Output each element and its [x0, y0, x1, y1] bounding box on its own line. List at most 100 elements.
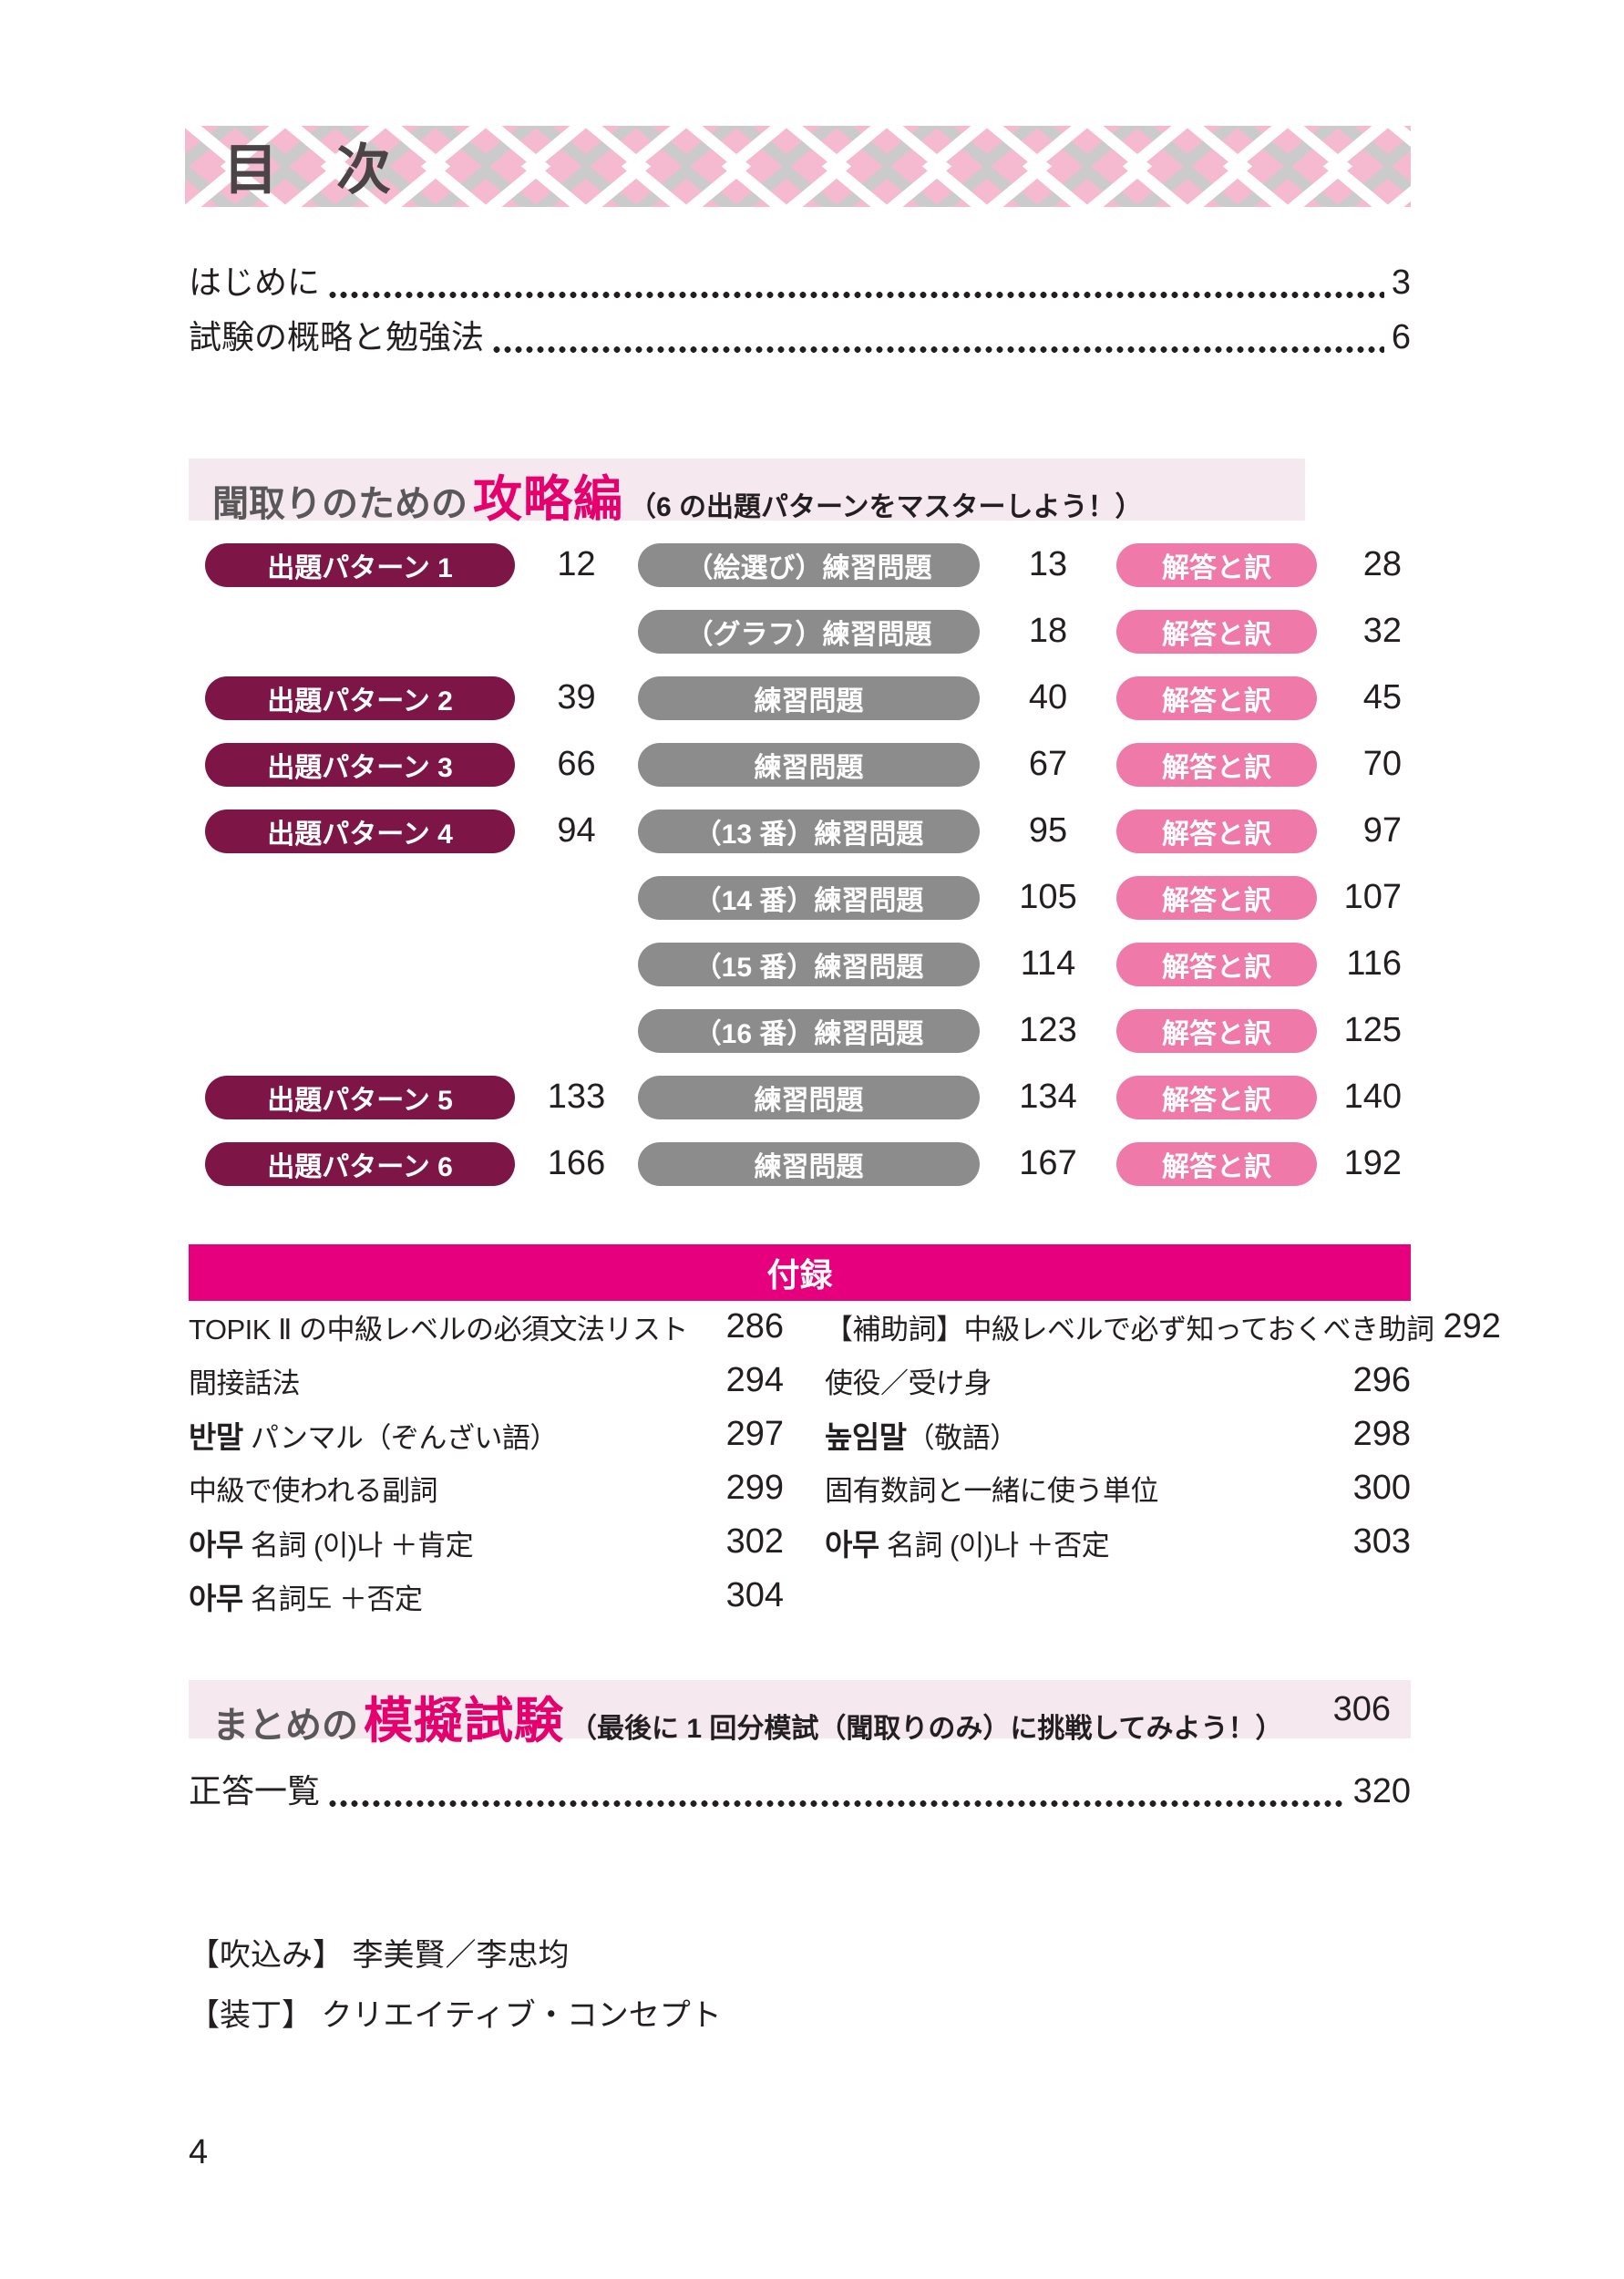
- section-header-listening: 聞取りのための 攻略編 （6 の出題パターンをマスターしよう！）: [189, 459, 1305, 527]
- pattern-row: （グラフ）練習問題 18 解答と訳 32: [189, 598, 1411, 665]
- pattern-page: 94: [557, 811, 596, 850]
- answer-page: 140: [1343, 1078, 1402, 1116]
- pattern-badge: 出題パターン 1: [205, 542, 515, 587]
- practice-page: 123: [1019, 1011, 1077, 1049]
- appendix-item-page: 296: [1352, 1361, 1411, 1399]
- appendix-item-label: 【補助詞】中級レベルで必ず知っておくべき助詞: [825, 1314, 1434, 1346]
- practice-badge: （グラフ）練習問題: [638, 609, 980, 654]
- section-title: 模擬試験: [364, 1694, 564, 1748]
- appendix-item-label: 間接話法: [189, 1367, 301, 1399]
- appendix-item: 아무 名詞도 ＋否定 304: [189, 1569, 784, 1623]
- section-prefix: 聞取りのための: [212, 484, 468, 524]
- pattern-badge: 出題パターン 2: [205, 675, 515, 720]
- practice-badge: 練習問題: [638, 1141, 980, 1186]
- practice-badge: 練習問題: [638, 742, 980, 787]
- appendix-item: 使役／受け身 296: [825, 1354, 1411, 1408]
- argyle-pattern: [185, 126, 1411, 207]
- pattern-row: 出題パターン 1 12 （絵選び）練習問題 13 解答と訳 28: [189, 531, 1411, 598]
- appendix-item-page: 299: [725, 1469, 784, 1507]
- answer-badge: 解答と訳: [1116, 542, 1317, 587]
- practice-page: 40: [1028, 678, 1068, 717]
- practice-page: 114: [1020, 944, 1076, 983]
- appendix-item: 間接話法 294: [189, 1354, 784, 1408]
- appendix-item-page: 294: [725, 1361, 784, 1399]
- appendix-item-label: 名詞 (이)나 ＋肯定: [242, 1529, 474, 1562]
- toc-entry-label: 試験の概略と勉強法: [189, 318, 485, 356]
- appendix-right-column: 【補助詞】中級レベルで必ず知っておくべき助詞 292 使役／受け身 296 높임…: [825, 1300, 1501, 1569]
- appendix-item: TOPIK Ⅱ の中級レベルの必須文法リスト 286: [189, 1300, 784, 1354]
- pattern-badge: 出題パターン 6: [205, 1141, 515, 1186]
- practice-page: 95: [1028, 811, 1068, 850]
- practice-page: 67: [1028, 745, 1068, 783]
- toc-bottom: 正答一覧 320: [189, 1765, 1411, 1820]
- appendix-item-korean: 높임말: [825, 1419, 907, 1454]
- appendix-item-page: 297: [725, 1415, 784, 1453]
- appendix-item: 中級で使われる副詞 299: [189, 1461, 784, 1515]
- page-title: 目 次: [223, 139, 393, 201]
- answer-badge: 解答と訳: [1116, 609, 1317, 654]
- pattern-row: 出題パターン 4 94 （13 番）練習問題 95 解答と訳 97: [189, 798, 1411, 864]
- answer-page: 125: [1343, 1011, 1402, 1049]
- section-header-mock-exam: まとめの 模擬試験 （最後に 1 回分模試（聞取りのみ）に挑戦してみよう！） 3…: [189, 1680, 1411, 1748]
- toc-entry-page: 3: [1391, 263, 1411, 302]
- pattern-row: 出題パターン 3 66 練習問題 67 解答と訳 70: [189, 731, 1411, 798]
- answer-badge: 解答と訳: [1116, 875, 1317, 920]
- appendix-header: 付録: [189, 1244, 1411, 1301]
- toc-top: はじめに 3 試験の概略と勉強法 6: [189, 256, 1411, 366]
- pattern-row: （15 番）練習問題 114 解答と訳 116: [189, 931, 1411, 997]
- toc-entry-label: 正答一覧: [189, 1772, 321, 1810]
- toc-entry: 試験の概略と勉強法 6: [189, 311, 1411, 366]
- appendix-item-korean: 아무: [825, 1527, 879, 1562]
- answer-badge: 解答と訳: [1116, 1008, 1317, 1053]
- pattern-page: 133: [547, 1078, 606, 1116]
- practice-badge: （15 番）練習問題: [638, 942, 980, 986]
- appendix-item-page: 292: [1443, 1307, 1501, 1346]
- practice-badge: 練習問題: [638, 1075, 980, 1119]
- toc-entry-label: はじめに: [189, 263, 321, 301]
- practice-page: 18: [1028, 612, 1068, 650]
- appendix-item-page: 286: [725, 1307, 784, 1346]
- practice-badge: （絵選び）練習問題: [638, 542, 980, 587]
- appendix-item-label: （敬語）: [906, 1421, 1019, 1454]
- answer-page: 107: [1343, 878, 1402, 916]
- practice-badge: （16 番）練習問題: [638, 1008, 980, 1053]
- answer-page: 192: [1343, 1144, 1402, 1182]
- appendix-item-page: 303: [1352, 1522, 1411, 1561]
- pattern-badge: 出題パターン 3: [205, 742, 515, 787]
- appendix-item-label: TOPIK Ⅱ の中級レベルの必須文法リスト: [189, 1314, 688, 1346]
- practice-page: 105: [1019, 878, 1077, 916]
- pattern-row-list: 出題パターン 1 12 （絵選び）練習問題 13 解答と訳 28 （グラフ）練習…: [189, 531, 1411, 1197]
- practice-badge: （14 番）練習問題: [638, 875, 980, 920]
- answer-badge: 解答と訳: [1116, 1075, 1317, 1119]
- title-banner: 目 次: [185, 126, 1411, 207]
- answer-badge: 解答と訳: [1116, 942, 1317, 986]
- section-note: （最後に 1 回分模試（聞取りのみ）に挑戦してみよう！）: [570, 1714, 1283, 1744]
- dot-leader: [484, 311, 1392, 366]
- appendix-item-label: 名詞도 ＋否定: [242, 1583, 423, 1615]
- pattern-row: 出題パターン 5 133 練習問題 134 解答と訳 140: [189, 1064, 1411, 1130]
- toc-entry: 正答一覧 320: [189, 1765, 1411, 1820]
- appendix-item-label: 中級で使われる副詞: [189, 1475, 437, 1507]
- dot-leader: [320, 256, 1392, 311]
- pattern-row: （16 番）練習問題 123 解答と訳 125: [189, 997, 1411, 1064]
- pattern-row: 出題パターン 6 166 練習問題 167 解答と訳 192: [189, 1130, 1411, 1197]
- answer-badge: 解答と訳: [1116, 809, 1317, 853]
- toc-entry: はじめに 3: [189, 256, 1411, 311]
- credit-design: 【装丁】 クリエイティブ・コンセプト: [189, 1998, 722, 2033]
- appendix-item-page: 300: [1352, 1469, 1411, 1507]
- appendix-item-korean: 반말: [189, 1419, 243, 1454]
- answer-page: 116: [1346, 944, 1402, 983]
- appendix-item-page: 302: [725, 1522, 784, 1561]
- appendix-item: 높임말（敬語） 298: [825, 1408, 1411, 1461]
- answer-page: 97: [1362, 811, 1402, 850]
- appendix-item: 반말 パンマル（ぞんざい語） 297: [189, 1408, 784, 1461]
- toc-entry-page: 6: [1391, 318, 1411, 356]
- appendix-item: 【補助詞】中級レベルで必ず知っておくべき助詞 292: [825, 1300, 1501, 1354]
- section-note: （6 の出題パターンをマスターしよう！）: [629, 492, 1143, 522]
- practice-badge: （13 番）練習問題: [638, 809, 980, 853]
- answer-badge: 解答と訳: [1116, 1141, 1317, 1186]
- section-prefix: まとめの: [212, 1706, 358, 1746]
- appendix-left-column: TOPIK Ⅱ の中級レベルの必須文法リスト 286 間接話法 294 반말 パ…: [189, 1300, 784, 1623]
- practice-page: 134: [1019, 1078, 1077, 1116]
- appendix-item: 아무 名詞 (이)나 ＋肯定 302: [189, 1515, 784, 1569]
